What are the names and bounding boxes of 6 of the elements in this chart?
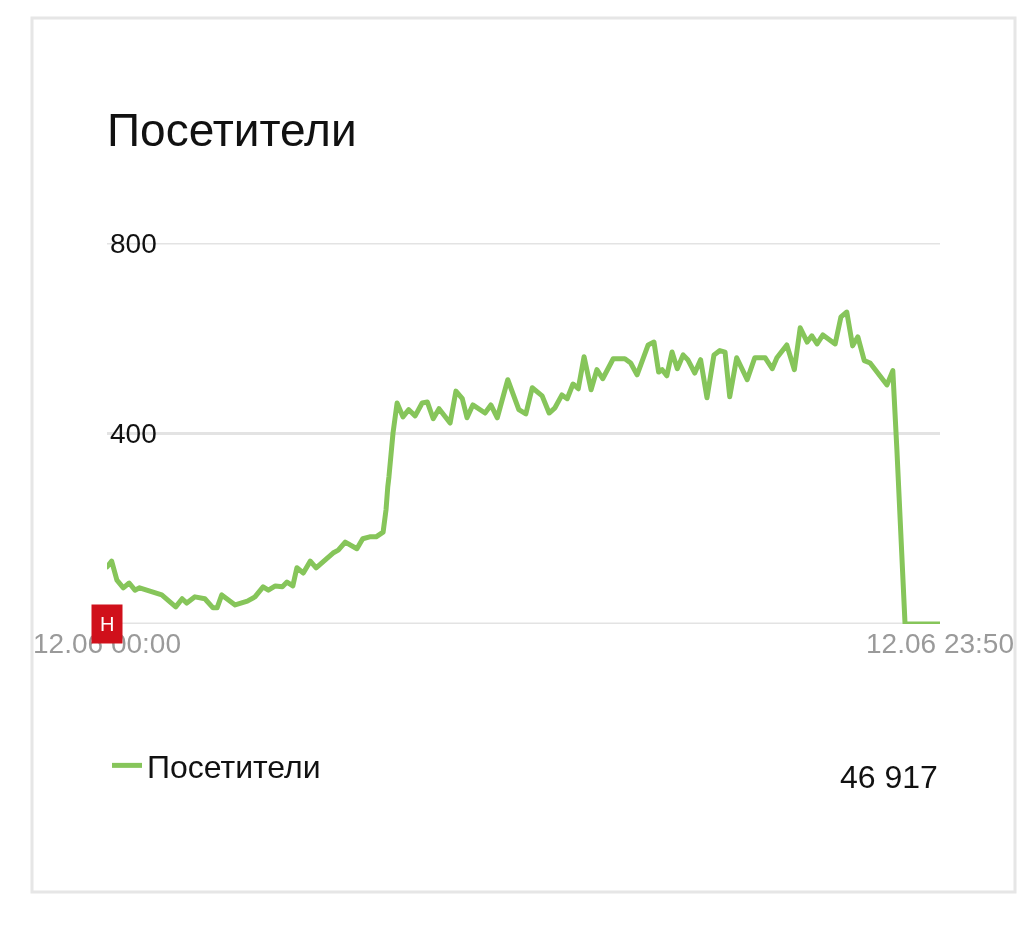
y-tick-label: 400	[110, 418, 157, 450]
chart-title: Посетители	[107, 104, 357, 157]
legend-label: Посетители	[147, 748, 321, 785]
text: 46 917	[840, 759, 938, 795]
y-tick-label: 800	[110, 227, 157, 259]
x-tick-label: 12.06 23:50	[866, 628, 1014, 659]
